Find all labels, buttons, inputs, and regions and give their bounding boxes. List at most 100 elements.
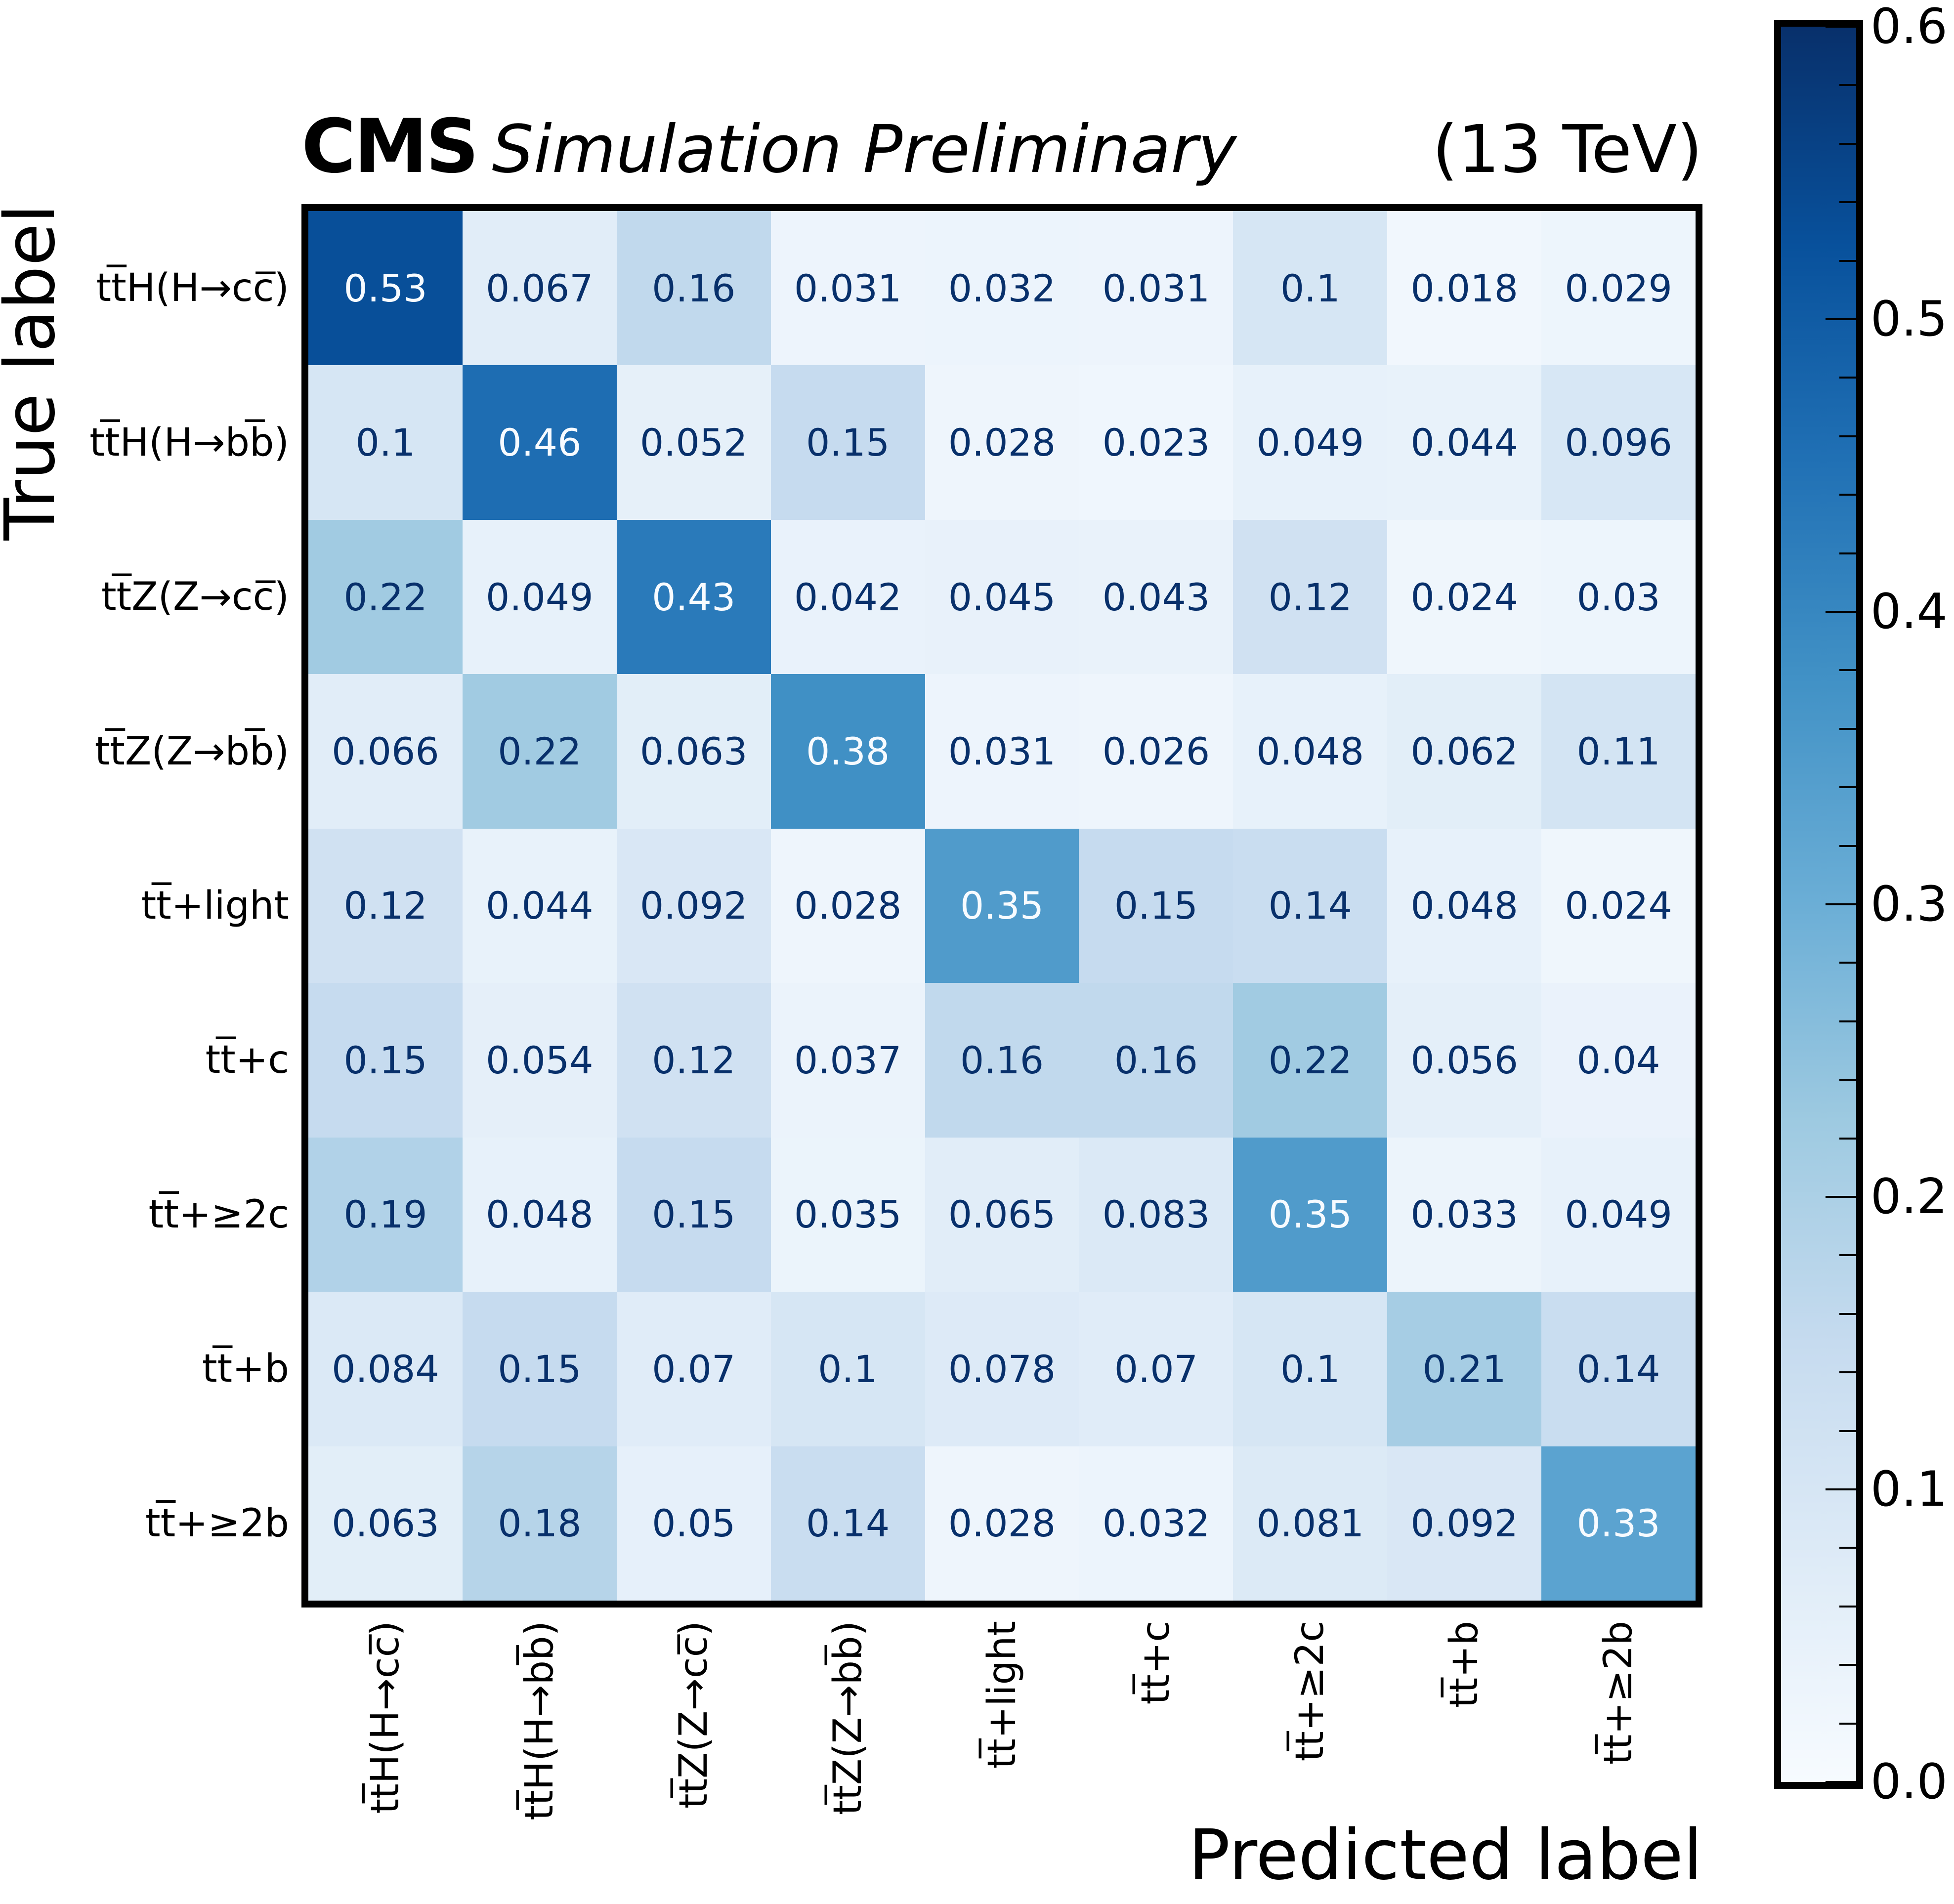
matrix-cell: 0.033 (1387, 1137, 1542, 1292)
colorbar-tick-label: 0.4 (1870, 584, 1948, 640)
matrix-cell: 0.035 (770, 1137, 925, 1292)
colorbar-tick-label: 0.2 (1870, 1169, 1948, 1225)
matrix-cell: 0.052 (616, 365, 771, 520)
matrix-cell: 0.1 (1233, 211, 1388, 366)
matrix-cell: 0.081 (1233, 1446, 1388, 1601)
x-axis-tick-label: tt̅H(H→bb̅) (517, 1621, 562, 1820)
matrix-cell: 0.078 (925, 1292, 1079, 1446)
matrix-cell: 0.14 (1233, 828, 1388, 983)
matrix-cell: 0.46 (462, 365, 617, 520)
energy-label: (13 TeV) (1432, 112, 1702, 188)
matrix-cell: 0.048 (1387, 828, 1542, 983)
matrix-cell: 0.11 (1541, 674, 1696, 829)
colorbar-tick-minor (1839, 1547, 1856, 1549)
matrix-cell: 0.049 (1233, 365, 1388, 520)
matrix-cell: 0.1 (308, 365, 463, 520)
colorbar-tick-minor (1839, 494, 1856, 496)
matrix-cell: 0.043 (1079, 519, 1233, 675)
matrix-cell: 0.12 (1233, 519, 1388, 675)
colorbar-tick-major (1826, 26, 1856, 28)
matrix-cell: 0.18 (462, 1446, 617, 1601)
y-axis-tick-label: tt̅+≥2c (148, 1192, 289, 1237)
matrix-cell: 0.031 (770, 211, 925, 366)
colorbar-tick-label: 0.0 (1870, 1754, 1948, 1810)
colorbar-tick-minor (1839, 259, 1856, 262)
matrix-cell: 0.33 (1541, 1446, 1696, 1601)
matrix-cell: 0.037 (770, 983, 925, 1138)
colorbar-tick-minor (1839, 727, 1856, 730)
x-axis-title: Predicted label (1188, 1815, 1702, 1896)
matrix-cell: 0.22 (308, 519, 463, 675)
y-axis-tick-label: tt̅+≥2b (145, 1501, 289, 1546)
matrix-cell: 0.084 (308, 1292, 463, 1446)
colorbar-tick-minor (1839, 1079, 1856, 1081)
matrix-cell: 0.14 (770, 1446, 925, 1601)
y-axis-tick-label: tt̅+light (141, 884, 289, 928)
colorbar-tick-minor (1839, 377, 1856, 379)
colorbar-tick-minor (1839, 1254, 1856, 1257)
y-axis-tick-label: tt̅H(H→cc̅) (96, 266, 289, 311)
colorbar-tick-label: 0.1 (1870, 1461, 1948, 1518)
matrix-grid: 0.53 0.067 0.16 0.031 0.032 0.031 0.1 0.018 0.02… (308, 211, 1696, 1601)
matrix-cell: 0.15 (770, 365, 925, 520)
matrix-cell: 0.15 (1079, 828, 1233, 983)
matrix-cell: 0.032 (925, 211, 1079, 366)
x-axis-tick-label: tt̅Z(Z→bb̅) (825, 1621, 870, 1816)
colorbar-tick-minor (1839, 1312, 1856, 1315)
header: CMS Simulation Preliminary (13 TeV) (301, 110, 1702, 189)
matrix-cell: 0.031 (1079, 211, 1233, 366)
colorbar-tick-minor (1839, 1722, 1856, 1725)
matrix-cell: 0.1 (1233, 1292, 1388, 1446)
y-axis-tick-label: tt̅+c (205, 1038, 289, 1083)
colorbar-tick-minor (1839, 1664, 1856, 1666)
matrix-cell: 0.028 (925, 365, 1079, 520)
matrix-cell: 0.063 (616, 674, 771, 829)
matrix-cell: 0.04 (1541, 983, 1696, 1138)
colorbar-tick-label: 0.6 (1870, 0, 1948, 55)
matrix-cell: 0.054 (462, 983, 617, 1138)
matrix-cell: 0.16 (925, 983, 1079, 1138)
matrix-cell: 0.028 (770, 828, 925, 983)
matrix-cell: 0.12 (616, 983, 771, 1138)
matrix-cell: 0.03 (1541, 519, 1696, 675)
colorbar-tick-label: 0.5 (1870, 291, 1948, 347)
colorbar-tick-minor (1839, 1020, 1856, 1022)
matrix-cell: 0.15 (308, 983, 463, 1138)
colorbar-tick-major (1826, 1488, 1856, 1490)
colorbar-tick-major (1826, 318, 1856, 320)
matrix-cell: 0.032 (1079, 1446, 1233, 1601)
matrix-cell: 0.19 (308, 1137, 463, 1292)
matrix-cell: 0.083 (1079, 1137, 1233, 1292)
matrix-cell: 0.092 (1387, 1446, 1542, 1601)
matrix-cell: 0.026 (1079, 674, 1233, 829)
matrix-cell: 0.15 (462, 1292, 617, 1446)
matrix-cell: 0.15 (616, 1137, 771, 1292)
matrix-cell: 0.049 (462, 519, 617, 675)
matrix-cell: 0.092 (616, 828, 771, 983)
colorbar-tick-minor (1839, 201, 1856, 204)
matrix-cell: 0.35 (925, 828, 1079, 983)
matrix-cell: 0.044 (1387, 365, 1542, 520)
matrix-cell: 0.024 (1541, 828, 1696, 983)
y-axis-tick-label: tt̅Z(Z→cc̅) (101, 575, 289, 620)
simulation-preliminary-text: Simulation Preliminary (492, 112, 1237, 188)
colorbar-tick-minor (1839, 669, 1856, 672)
matrix-cell: 0.16 (1079, 983, 1233, 1138)
y-axis-tick-label: tt̅+b (202, 1347, 289, 1392)
matrix-cell: 0.53 (308, 211, 463, 366)
matrix-cell: 0.38 (770, 674, 925, 829)
colorbar-tick-minor (1839, 1137, 1856, 1140)
matrix-cell: 0.048 (462, 1137, 617, 1292)
matrix-cell: 0.07 (616, 1292, 771, 1446)
matrix-cell: 0.045 (925, 519, 1079, 675)
matrix-cell: 0.21 (1387, 1292, 1542, 1446)
matrix-cell: 0.14 (1541, 1292, 1696, 1446)
colorbar-tick-minor (1839, 84, 1856, 86)
matrix-cell: 0.023 (1079, 365, 1233, 520)
matrix-cell: 0.22 (462, 674, 617, 829)
x-axis-tick-label: tt̅H(H→cc̅) (363, 1621, 408, 1814)
colorbar-tick-minor (1839, 142, 1856, 145)
matrix-cell: 0.056 (1387, 983, 1542, 1138)
colorbar-tick-minor (1839, 1605, 1856, 1608)
